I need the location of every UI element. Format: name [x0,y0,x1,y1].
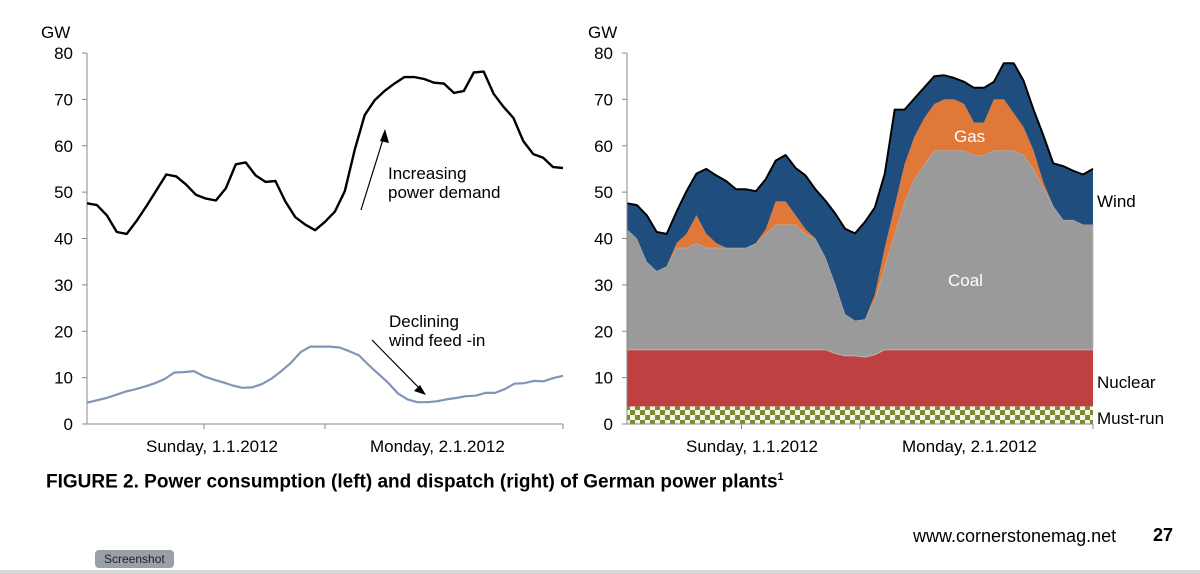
right-ytick-label: 50 [594,183,613,202]
bottom-scroll-bar [0,570,1200,574]
left-ytick-label: 80 [54,44,73,63]
right-ytick-label: 40 [594,230,613,249]
coal-area-label: Coal [948,271,983,290]
left-xtick-label: Monday, 2.1.2012 [370,437,505,456]
right-ytick-label: 70 [594,90,613,109]
wind-arrow-line [371,339,424,393]
area-gas [627,99,1093,321]
screenshot-tooltip: Screenshot [95,550,174,568]
legend-label-nuclear: Nuclear [1097,373,1156,392]
demand-arrow-head [380,129,389,143]
right-ytick-label: 10 [594,369,613,388]
gas-area-label: Gas [954,127,985,146]
right-y-ticks: 80 70 60 50 40 30 20 10 0 [594,44,627,434]
left-x-ticks: Sunday, 1.1.2012 Monday, 2.1.2012 [146,424,564,456]
left-ytick-label: 40 [54,230,73,249]
wind-annotation-line1: Declining [389,312,459,331]
series-line-wind-feed-in [86,345,564,404]
right-stacked-areas [626,63,1094,424]
right-ytick-label: 30 [594,276,613,295]
right-ytick-label: 80 [594,44,613,63]
left-y-ticks: 80 70 60 50 40 30 20 10 0 [54,44,87,434]
footer-website[interactable]: www.cornerstonemag.net [913,526,1117,546]
right-xtick-label: Sunday, 1.1.2012 [686,437,818,456]
caption-text: FIGURE 2. Power consumption (left) and d… [46,471,778,493]
right-x-ticks: Sunday, 1.1.2012 Monday, 2.1.2012 [686,424,1094,456]
left-ytick-label: 0 [64,415,73,434]
right-ytick-label: 60 [594,137,613,156]
left-xtick-label: Sunday, 1.1.2012 [146,437,278,456]
legend-label-must-run: Must-run [1097,409,1164,428]
caption-footnote-marker: 1 [777,471,784,483]
series-line-power-demand [86,70,564,236]
area-wind [627,63,1093,321]
right-ytick-label: 0 [604,415,613,434]
left-unit-label: GW [41,23,70,42]
wind-arrow-head [414,385,426,395]
area-nuclear [627,349,1093,407]
right-chart: GW 80 70 60 50 40 30 20 10 0 Sunday, 1.1.2012 Mon… [588,23,1164,456]
left-ytick-label: 60 [54,137,73,156]
left-ytick-label: 20 [54,322,73,341]
wind-annotation-line2: wind feed -in [388,331,485,350]
right-ytick-label: 20 [594,322,613,341]
total-demand-outline [626,62,1094,235]
demand-annotation-line1: Increasing [388,164,466,183]
figure-caption: FIGURE 2. Power consumption (left) and d… [46,471,784,493]
area-must-run [627,406,1093,424]
demand-arrow-line [360,132,386,211]
right-xtick-label: Monday, 2.1.2012 [902,437,1037,456]
legend-label-wind: Wind [1097,192,1136,211]
left-ytick-label: 50 [54,183,73,202]
left-ytick-label: 30 [54,276,73,295]
left-chart: GW 80 70 60 50 40 30 20 10 0 Sunday, 1.1.2012 Mon… [41,23,564,456]
left-ytick-label: 70 [54,90,73,109]
demand-annotation-line2: power demand [388,183,500,202]
page-number: 27 [1153,525,1174,545]
left-ytick-label: 10 [54,369,73,388]
right-unit-label: GW [588,23,617,42]
